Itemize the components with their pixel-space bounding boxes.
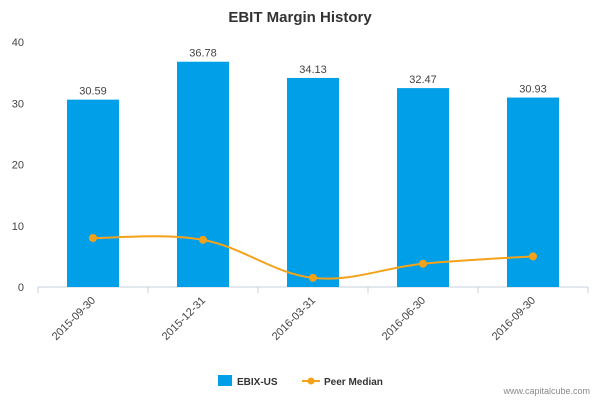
y-tick-label: 30 [12,98,24,110]
bar-series [67,61,559,288]
x-tick-label: 2015-09-30 [50,295,98,343]
x-axis: 2015-09-30 2015-12-31 2016-03-31 2016-06-30… [37,286,589,343]
bar-data-label: 34.13 [299,64,327,76]
x-tick-label: 2016-03-31 [270,295,318,343]
legend-label: EBIX-US [237,377,278,388]
bar-2015-12-31[interactable] [177,61,229,287]
y-tick-label: 40 [12,37,24,49]
watermark: www.capitalcube.com [502,386,590,396]
legend[interactable]: EBIX-US Peer Median [218,375,383,388]
y-axis: 0 10 20 30 40 [12,37,24,294]
peer-median-point-2016-06-30[interactable] [419,259,427,268]
y-tick-label: 0 [18,282,24,294]
bar-2016-06-30[interactable] [397,88,449,287]
x-tick-label: 2016-09-30 [490,295,538,343]
peer-median-point-2015-12-31[interactable] [199,235,207,244]
legend-swatch-bar [218,375,232,386]
bar-data-label: 30.93 [519,84,547,96]
legend-swatch-marker [307,377,315,385]
y-tick-label: 20 [12,160,24,172]
legend-label: Peer Median [324,377,383,388]
line-series [89,234,537,282]
peer-median-point-2016-03-31[interactable] [309,273,317,282]
peer-median-point-2015-09-30[interactable] [89,234,97,242]
legend-item-peer-median[interactable]: Peer Median [302,377,383,388]
chart-title: EBIT Margin History [228,9,372,26]
bar-2016-03-31[interactable] [287,77,339,287]
legend-item-ebix[interactable]: EBIX-US [218,375,278,388]
bar-2015-09-30[interactable] [67,99,119,287]
bar-data-label: 36.78 [189,48,217,60]
data-labels: 30.59 36.78 34.13 32.47 30.93 [79,48,547,98]
bar-data-label: 30.59 [79,86,107,98]
y-tick-label: 10 [12,221,24,233]
x-tick-label: 2016-06-30 [380,295,428,343]
peer-median-point-2016-09-30[interactable] [529,252,537,261]
x-tick-label: 2015-12-31 [160,295,208,343]
bar-data-label: 32.47 [409,74,437,86]
